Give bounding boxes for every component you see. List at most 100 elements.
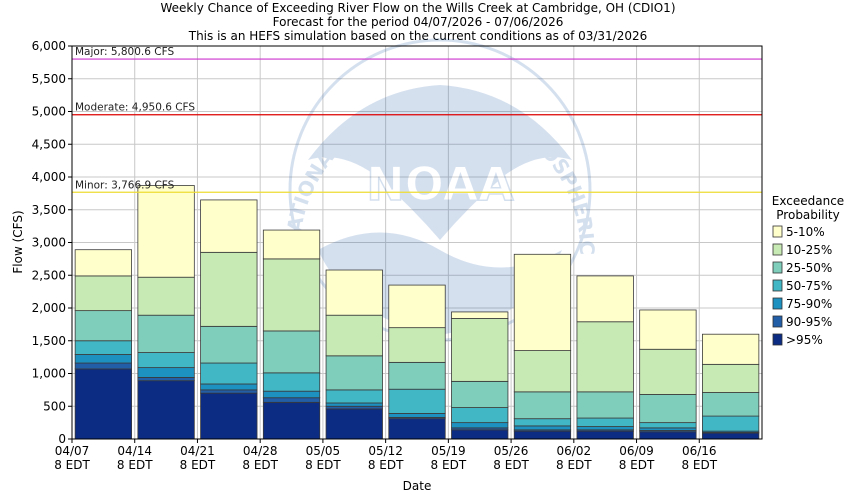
noaa-watermark-logo-text: NOAA <box>366 157 514 211</box>
y-tick-label: 500 <box>43 399 66 413</box>
week-bar-stack <box>639 309 697 440</box>
exceedance-band-segment <box>200 389 258 394</box>
exceedance-band-segment <box>74 275 132 312</box>
legend-swatch <box>772 279 783 292</box>
exceedance-band-segment <box>137 380 195 440</box>
legend-swatch <box>772 225 783 238</box>
exceedance-band-segment <box>137 185 195 278</box>
exceedance-band-segment <box>200 383 258 391</box>
exceedance-band-segment <box>388 388 446 414</box>
legend-swatch <box>772 333 783 346</box>
x-tick-time-label: 8 EDT <box>305 458 341 472</box>
exceedance-band-segment <box>702 432 760 440</box>
x-tick-time-label: 8 EDT <box>556 458 592 472</box>
exceedance-band-segment <box>576 391 634 419</box>
x-tick-date-label: 04/14 <box>117 444 152 458</box>
week-bar-stack <box>325 269 383 440</box>
x-tick-date-label: 06/02 <box>557 444 592 458</box>
exceedance-band-segment <box>388 418 446 440</box>
exceedance-band-segment <box>325 408 383 440</box>
y-axis: 0 500 1,000 1,500 2,000 2,500 3,000 3,500 4,000 4… <box>32 39 72 446</box>
exceedance-band-segment <box>262 372 321 392</box>
x-tick-date-label: 04/07 <box>55 444 90 458</box>
legend-title: Exceedance <box>772 194 844 208</box>
x-tick-time-label: 8 EDT <box>681 458 717 472</box>
y-tick-label: 0 <box>58 432 66 446</box>
y-tick-label: 1,500 <box>32 334 66 348</box>
exceedance-band-segment <box>451 311 509 319</box>
week-bar-stack <box>451 311 509 440</box>
x-tick-time-label: 8 EDT <box>493 458 529 472</box>
x-tick-time-label: 8 EDT <box>431 458 467 472</box>
exceedance-band-segment <box>388 361 446 390</box>
legend-item-label: 25-50% <box>786 261 832 275</box>
legend-title: Probability <box>776 208 839 222</box>
exceedance-band-segment <box>74 249 132 277</box>
flood-level-label: Major: 5,800.6 CFS <box>75 46 174 58</box>
exceedance-band-segment <box>325 314 383 357</box>
legend-item-label: 10-25% <box>786 243 832 257</box>
x-tick-date-label: 05/19 <box>431 444 466 458</box>
legend-item-label: 75-90% <box>786 297 832 311</box>
exceedance-band-segment <box>262 397 321 403</box>
exceedance-band-segment <box>451 422 509 429</box>
exceedance-band-segment <box>262 330 321 374</box>
week-bar-stack <box>576 275 634 440</box>
x-tick-date-label: 06/16 <box>682 444 717 458</box>
exceedance-band-segment <box>513 430 572 440</box>
chart-title-line-2: Forecast for the period 04/07/2026 - 07/… <box>273 15 564 29</box>
flood-level-label: Moderate: 4,950.6 CFS <box>75 102 195 114</box>
exceedance-band-segment <box>702 333 760 365</box>
x-tick-date-label: 06/09 <box>619 444 654 458</box>
x-axis-label: Date <box>403 479 432 493</box>
noaa-watermark-bird-shape <box>308 85 572 240</box>
exceedance-band-segment <box>200 251 258 327</box>
x-tick-time-label: 8 EDT <box>180 458 216 472</box>
y-tick-label: 4,500 <box>32 137 66 151</box>
exceedance-band-segment <box>74 354 132 364</box>
exceedance-band-segment <box>262 229 321 260</box>
y-tick-label: 3,000 <box>32 236 66 250</box>
y-tick-label: 4,000 <box>32 170 66 184</box>
x-tick-date-label: 05/05 <box>306 444 341 458</box>
flood-level-label: Minor: 3,766.9 CFS <box>75 179 175 191</box>
y-tick-label: 6,000 <box>32 39 66 53</box>
exceedance-bars <box>74 185 760 440</box>
y-tick-label: 5,000 <box>32 105 66 119</box>
exceedance-band-segment <box>262 401 321 440</box>
exceedance-band-segment <box>200 199 258 253</box>
x-tick-time-label: 8 EDT <box>619 458 655 472</box>
legend-item-label: >95% <box>786 333 823 347</box>
exceedance-band-segment <box>639 394 697 424</box>
exceedance-band-segment <box>74 368 132 440</box>
legend-swatch <box>772 297 783 310</box>
y-axis-label: Flow (CFS) <box>11 210 25 273</box>
exceedance-band-segment <box>513 350 572 393</box>
exceedance-band-segment <box>137 367 195 378</box>
exceedance-band-segment <box>200 362 258 385</box>
exceedance-band-segment <box>262 258 321 332</box>
exceedance-band-segment <box>388 284 446 329</box>
exceedance-band-segment <box>702 392 760 417</box>
exceedance-band-segment <box>451 318 509 382</box>
exceedance-band-segment <box>137 352 195 369</box>
exceedance-band-segment <box>451 407 509 424</box>
exceedance-band-segment <box>576 417 634 427</box>
exceedance-band-segment <box>639 348 697 395</box>
legend-swatch <box>772 315 783 328</box>
exceedance-band-segment <box>513 418 572 427</box>
chart-title-line-1: Weekly Chance of Exceeding River Flow on… <box>160 1 675 15</box>
exceedance-band-segment <box>639 422 697 429</box>
exceedance-band-segment <box>576 426 634 431</box>
exceedance-band-segment <box>388 413 446 418</box>
exceedance-band-segment <box>451 380 509 408</box>
legend-swatch <box>772 243 783 256</box>
exceedance-band-segment <box>137 276 195 316</box>
x-tick-date-label: 05/12 <box>368 444 403 458</box>
chart-title-line-3: This is an HEFS simulation based on the … <box>188 29 648 43</box>
exceedance-band-segment <box>702 363 760 393</box>
x-tick-date-label: 05/26 <box>494 444 529 458</box>
